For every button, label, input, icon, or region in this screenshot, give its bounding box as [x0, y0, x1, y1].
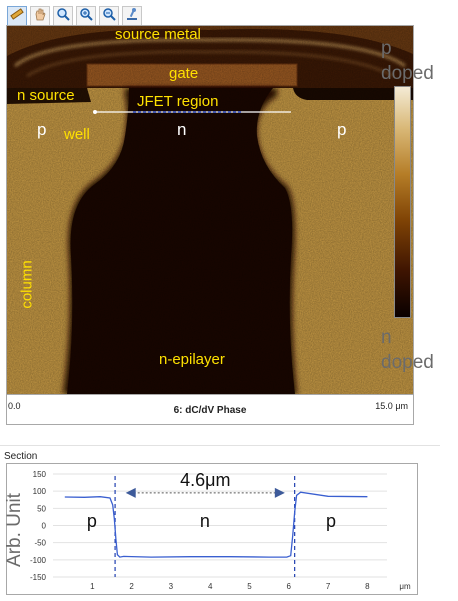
zoom-in-button[interactable] [76, 6, 96, 26]
zoom-out-button[interactable] [99, 6, 119, 26]
n-source-label: n source [17, 87, 75, 104]
colorbar-bottom-label-1: n [381, 327, 392, 348]
x-tick-label: 1 [90, 582, 95, 591]
x-tick-label: 5 [247, 582, 252, 591]
section-title: Section [4, 451, 38, 462]
section-divider [0, 445, 440, 446]
dcdv-phase-image[interactable] [7, 26, 413, 394]
source-metal-label: source metal [115, 26, 201, 43]
p-left-label: p [37, 120, 47, 139]
x-tick-label: 3 [169, 582, 174, 591]
zoom-icon [56, 7, 70, 26]
x-tick-label: 6 [287, 582, 292, 591]
x-axis-unit: μm [399, 582, 411, 591]
distance-arrow-left [125, 487, 136, 498]
section-profile-line [64, 491, 368, 558]
x-tick-label: 7 [326, 582, 331, 591]
afm-image-panel: source metal gate n source JFET region p… [6, 6, 414, 425]
y-tick-label: -100 [30, 556, 47, 565]
microscope-button[interactable] [122, 6, 142, 26]
distance-label: 4.6μm [180, 470, 230, 490]
section-ylabel: Arb. Unit [4, 493, 25, 567]
y-tick-label: 100 [33, 487, 47, 496]
column-label: column [18, 260, 36, 309]
well-label: well [64, 126, 90, 143]
gate-label: gate [169, 65, 199, 82]
image-footer [6, 395, 414, 425]
microscope-icon [125, 7, 139, 26]
p-right-label: p [337, 120, 347, 139]
x-tick-label: 4 [208, 582, 213, 591]
jfet-region-label: JFET region [137, 93, 219, 110]
section-plot-frame: 150 100 50 0 -50 -100 -150 1 2 3 4 5 6 7 8 μm 4.6μm p n p [6, 463, 418, 595]
y-tick-label: -150 [30, 573, 47, 582]
scale-end: 15.0 μm [375, 401, 408, 411]
ruler-icon [10, 7, 24, 26]
n-center-label: n [177, 120, 187, 139]
y-tick-label: -50 [34, 539, 46, 548]
region-label: p [326, 511, 336, 531]
colorbar-top-label-1: p [381, 38, 392, 59]
scale-start: 0.0 [8, 401, 21, 411]
section-plot[interactable]: 150 100 50 0 -50 -100 -150 1 2 3 4 5 6 7 8 μm 4.6μm p n p [7, 464, 417, 594]
region-label: n [200, 511, 210, 531]
colorbar-top-label-2: doped [381, 63, 434, 84]
zoom-in-icon [79, 7, 93, 26]
distance-arrow-right [274, 487, 285, 498]
ruler-button[interactable] [7, 6, 27, 26]
y-tick-label: 150 [33, 470, 47, 479]
y-tick-label: 50 [37, 504, 46, 513]
afm-image-frame: source metal gate n source JFET region p… [6, 25, 414, 395]
hand-pan-icon [33, 7, 47, 26]
zoom-out-icon [102, 7, 116, 26]
x-tick-label: 2 [129, 582, 134, 591]
y-tick-label: 0 [42, 522, 47, 531]
zoom-button[interactable] [53, 6, 73, 26]
region-label: p [87, 511, 97, 531]
scale-row: 0.0 6: dC/dV Phase 15.0 μm [6, 398, 414, 418]
phase-colorbar [394, 86, 411, 318]
n-epilayer-label: n-epilayer [159, 351, 225, 368]
pan-button[interactable] [30, 6, 50, 26]
x-tick-label: 8 [365, 582, 370, 591]
colorbar-bottom-label-2: doped [381, 352, 434, 373]
channel-title: 6: dC/dV Phase [173, 405, 247, 416]
